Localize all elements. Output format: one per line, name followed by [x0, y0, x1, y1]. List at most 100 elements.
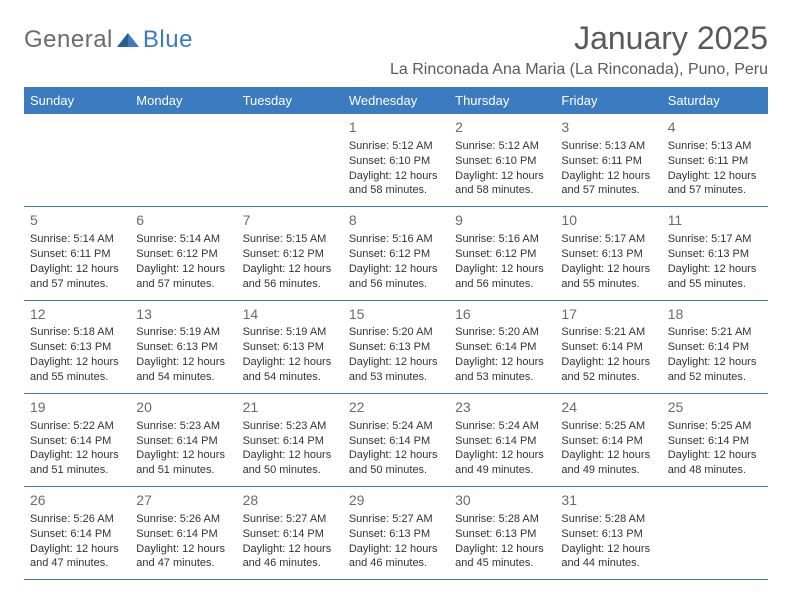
calendar-day-cell: 8Sunrise: 5:16 AMSunset: 6:12 PMDaylight… [343, 207, 449, 300]
day-number: 21 [243, 398, 337, 417]
daylight-line: Daylight: 12 hours and 58 minutes. [455, 169, 549, 199]
daylight-line: Daylight: 12 hours and 51 minutes. [30, 448, 124, 478]
month-title: January 2025 [390, 20, 768, 57]
logo-text-blue: Blue [143, 26, 193, 54]
day-number: 3 [561, 118, 655, 137]
day-number: 23 [455, 398, 549, 417]
day-number: 12 [30, 305, 124, 324]
sunset-line: Sunset: 6:13 PM [243, 340, 337, 355]
sunset-line: Sunset: 6:10 PM [455, 154, 549, 169]
sunrise-line: Sunrise: 5:21 AM [561, 325, 655, 340]
calendar-week-row: 5Sunrise: 5:14 AMSunset: 6:11 PMDaylight… [24, 207, 768, 300]
calendar-day-cell: 13Sunrise: 5:19 AMSunset: 6:13 PMDayligh… [130, 300, 236, 393]
day-header: Tuesday [237, 87, 343, 114]
sunrise-line: Sunrise: 5:16 AM [455, 232, 549, 247]
calendar-day-cell: 9Sunrise: 5:16 AMSunset: 6:12 PMDaylight… [449, 207, 555, 300]
sunrise-line: Sunrise: 5:24 AM [455, 419, 549, 434]
title-block: January 2025 La Rinconada Ana Maria (La … [390, 20, 768, 79]
sunrise-line: Sunrise: 5:27 AM [243, 512, 337, 527]
day-number: 1 [349, 118, 443, 137]
sunrise-line: Sunrise: 5:26 AM [30, 512, 124, 527]
sunset-line: Sunset: 6:13 PM [668, 247, 762, 262]
sunrise-line: Sunrise: 5:24 AM [349, 419, 443, 434]
daylight-line: Daylight: 12 hours and 57 minutes. [136, 262, 230, 292]
sunrise-line: Sunrise: 5:20 AM [455, 325, 549, 340]
sunset-line: Sunset: 6:14 PM [243, 434, 337, 449]
sunset-line: Sunset: 6:12 PM [349, 247, 443, 262]
day-number: 7 [243, 211, 337, 230]
calendar-week-row: 12Sunrise: 5:18 AMSunset: 6:13 PMDayligh… [24, 300, 768, 393]
sunrise-line: Sunrise: 5:23 AM [243, 419, 337, 434]
calendar-day-cell: 17Sunrise: 5:21 AMSunset: 6:14 PMDayligh… [555, 300, 661, 393]
calendar-day-cell: 14Sunrise: 5:19 AMSunset: 6:13 PMDayligh… [237, 300, 343, 393]
calendar-day-cell: 5Sunrise: 5:14 AMSunset: 6:11 PMDaylight… [24, 207, 130, 300]
calendar-day-cell: 16Sunrise: 5:20 AMSunset: 6:14 PMDayligh… [449, 300, 555, 393]
sunset-line: Sunset: 6:13 PM [349, 527, 443, 542]
calendar-day-cell: 4Sunrise: 5:13 AMSunset: 6:11 PMDaylight… [662, 114, 768, 207]
sunset-line: Sunset: 6:13 PM [136, 340, 230, 355]
sunset-line: Sunset: 6:12 PM [243, 247, 337, 262]
sunset-line: Sunset: 6:12 PM [136, 247, 230, 262]
daylight-line: Daylight: 12 hours and 52 minutes. [668, 355, 762, 385]
daylight-line: Daylight: 12 hours and 57 minutes. [561, 169, 655, 199]
calendar-day-cell: 12Sunrise: 5:18 AMSunset: 6:13 PMDayligh… [24, 300, 130, 393]
header-row: General Blue January 2025 La Rinconada A… [24, 20, 768, 79]
sunrise-line: Sunrise: 5:15 AM [243, 232, 337, 247]
daylight-line: Daylight: 12 hours and 56 minutes. [455, 262, 549, 292]
sunrise-line: Sunrise: 5:23 AM [136, 419, 230, 434]
daylight-line: Daylight: 12 hours and 55 minutes. [668, 262, 762, 292]
sunset-line: Sunset: 6:11 PM [30, 247, 124, 262]
day-number: 8 [349, 211, 443, 230]
sunrise-line: Sunrise: 5:27 AM [349, 512, 443, 527]
day-number: 20 [136, 398, 230, 417]
day-number: 6 [136, 211, 230, 230]
sunset-line: Sunset: 6:13 PM [561, 247, 655, 262]
calendar-day-cell: 27Sunrise: 5:26 AMSunset: 6:14 PMDayligh… [130, 487, 236, 580]
daylight-line: Daylight: 12 hours and 50 minutes. [349, 448, 443, 478]
logo-arrow-icon [117, 29, 139, 52]
sunset-line: Sunset: 6:11 PM [561, 154, 655, 169]
day-header: Sunday [24, 87, 130, 114]
day-number: 19 [30, 398, 124, 417]
sunset-line: Sunset: 6:14 PM [30, 527, 124, 542]
calendar-day-cell: 18Sunrise: 5:21 AMSunset: 6:14 PMDayligh… [662, 300, 768, 393]
calendar-day-cell: 15Sunrise: 5:20 AMSunset: 6:13 PMDayligh… [343, 300, 449, 393]
sunrise-line: Sunrise: 5:17 AM [668, 232, 762, 247]
daylight-line: Daylight: 12 hours and 51 minutes. [136, 448, 230, 478]
day-header: Thursday [449, 87, 555, 114]
day-header: Wednesday [343, 87, 449, 114]
sunrise-line: Sunrise: 5:25 AM [561, 419, 655, 434]
day-number: 9 [455, 211, 549, 230]
daylight-line: Daylight: 12 hours and 54 minutes. [136, 355, 230, 385]
calendar-day-cell: 10Sunrise: 5:17 AMSunset: 6:13 PMDayligh… [555, 207, 661, 300]
sunset-line: Sunset: 6:13 PM [455, 527, 549, 542]
calendar-day-cell: 29Sunrise: 5:27 AMSunset: 6:13 PMDayligh… [343, 487, 449, 580]
calendar-day-cell: 25Sunrise: 5:25 AMSunset: 6:14 PMDayligh… [662, 393, 768, 486]
day-number: 26 [30, 491, 124, 510]
sunset-line: Sunset: 6:14 PM [455, 434, 549, 449]
calendar-day-cell: 3Sunrise: 5:13 AMSunset: 6:11 PMDaylight… [555, 114, 661, 207]
day-number: 31 [561, 491, 655, 510]
day-number: 4 [668, 118, 762, 137]
daylight-line: Daylight: 12 hours and 53 minutes. [349, 355, 443, 385]
sunset-line: Sunset: 6:13 PM [30, 340, 124, 355]
daylight-line: Daylight: 12 hours and 57 minutes. [30, 262, 124, 292]
daylight-line: Daylight: 12 hours and 58 minutes. [349, 169, 443, 199]
calendar-empty-cell [662, 487, 768, 580]
sunrise-line: Sunrise: 5:28 AM [455, 512, 549, 527]
daylight-line: Daylight: 12 hours and 53 minutes. [455, 355, 549, 385]
sunset-line: Sunset: 6:14 PM [349, 434, 443, 449]
sunset-line: Sunset: 6:14 PM [243, 527, 337, 542]
day-number: 11 [668, 211, 762, 230]
calendar-day-cell: 11 Sunrise: 5:17 AMSunset: 6:13 PMDayligh… [662, 207, 768, 300]
calendar-day-cell: 21Sunrise: 5:23 AMSunset: 6:14 PMDayligh… [237, 393, 343, 486]
sunset-line: Sunset: 6:14 PM [136, 434, 230, 449]
day-number: 14 [243, 305, 337, 324]
daylight-line: Daylight: 12 hours and 56 minutes. [243, 262, 337, 292]
day-number: 2 [455, 118, 549, 137]
day-header: Saturday [662, 87, 768, 114]
sunrise-line: Sunrise: 5:20 AM [349, 325, 443, 340]
calendar-day-cell: 30Sunrise: 5:28 AMSunset: 6:13 PMDayligh… [449, 487, 555, 580]
sunrise-line: Sunrise: 5:12 AM [349, 139, 443, 154]
calendar-day-cell: 1Sunrise: 5:12 AMSunset: 6:10 PMDaylight… [343, 114, 449, 207]
